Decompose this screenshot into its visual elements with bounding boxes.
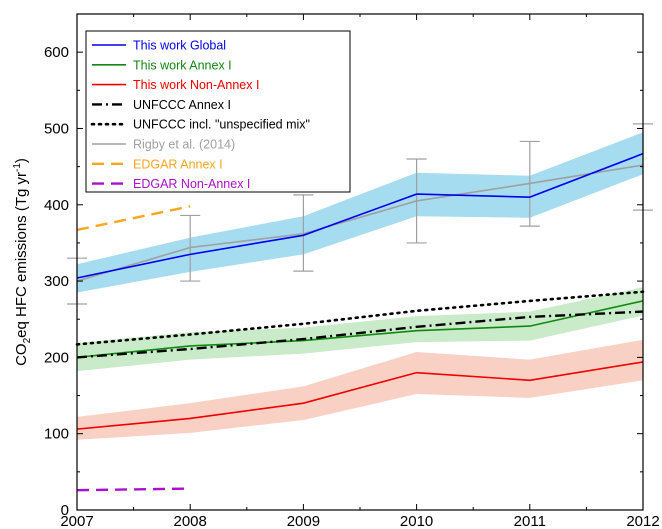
this-work-annex-i-band (77, 287, 643, 372)
y-tick-label-0: 0 (61, 502, 69, 519)
legend-box (85, 30, 351, 193)
y-axis-label-sub: 2 (22, 337, 33, 343)
y-tick-label-400: 400 (44, 197, 69, 214)
edgar-non-annex-i-line (76, 487, 191, 492)
legend-entry-this-work-annex-i: This work Annex I (92, 58, 232, 72)
y-tick-label-500: 500 (44, 120, 69, 137)
x-tick-label-2011: 2011 (514, 513, 546, 529)
legend-entry-this-work-non-annex-i: This work Non-Annex I (92, 78, 259, 92)
this-work-non-annex-i-line (76, 361, 644, 430)
y-axis-label-rest: eq HFC emissions (Tg yr (13, 172, 30, 338)
axis-ticks: 2007 2008 2009 2010 2011 2012 0 100 200 300 400 500… (44, 13, 660, 529)
rigby-et-al-2014-line (76, 164, 644, 282)
legend-label: UNFCCC incl. "unspecified mix" (133, 118, 310, 132)
legend-entry-this-work-global: This work Global (92, 39, 226, 53)
legend-label: EDGAR Non-Annex I (133, 177, 250, 191)
y-tick-label-300: 300 (44, 273, 69, 290)
legend-entry-rigby-et-al-2014: Rigby et al. (2014) (92, 138, 235, 152)
legend-label: This work Non-Annex I (133, 78, 259, 92)
y-tick-label-100: 100 (44, 426, 69, 443)
series-lines (75, 152, 645, 492)
y-axis-label-sup: -1 (12, 163, 23, 172)
legend-label: This work Annex I (133, 58, 232, 72)
this-work-annex-i-line (76, 300, 644, 359)
legend-entry-edgar-annex-i: EDGAR Annex I (92, 157, 223, 171)
legend: This work Global This work Annex I This wo… (85, 30, 351, 193)
this-work-global-band (77, 132, 643, 293)
x-tick-label-2007: 2007 (60, 513, 93, 529)
x-tick-label-2008: 2008 (174, 513, 207, 529)
legend-entry-unfccc-incl-unspecified-mix: UNFCCC incl. "unspecified mix" (90, 118, 310, 132)
y-axis-label-close: ) (13, 158, 30, 163)
legend-label: This work Global (133, 39, 226, 53)
y-tick-label-600: 600 (44, 44, 69, 61)
x-tick-label-2009: 2009 (287, 513, 320, 529)
legend-label: UNFCCC Annex I (133, 98, 231, 112)
legend-label: EDGAR Annex I (133, 157, 223, 171)
this-work-global-line (76, 152, 644, 279)
legend-entry-unfccc-annex-i: UNFCCC Annex I (92, 98, 231, 112)
y-axis-label: CO2eq HFC emissions (Tg yr-1) (12, 158, 33, 366)
y-axis-label-main: CO (13, 343, 30, 366)
x-tick-label-2010: 2010 (400, 513, 433, 529)
x-tick-label-2012: 2012 (626, 513, 659, 529)
edgar-annex-i-line (76, 205, 191, 232)
legend-label: Rigby et al. (2014) (133, 138, 235, 152)
y-tick-label-200: 200 (44, 349, 69, 366)
unfccc-annex-i-line (76, 310, 644, 359)
legend-entry-edgar-non-annex-i: EDGAR Non-Annex I (92, 177, 250, 191)
